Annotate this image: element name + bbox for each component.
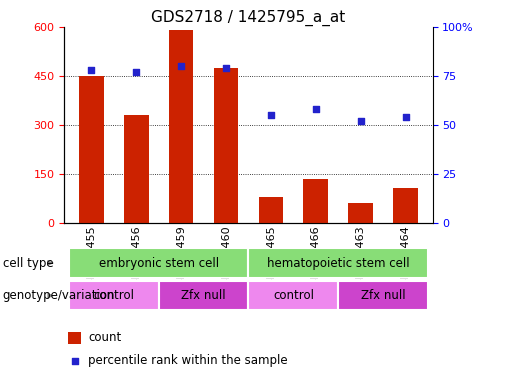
Bar (393, 189, 418, 223)
Polygon shape (47, 260, 54, 266)
Text: count: count (88, 331, 122, 344)
Point (356, 118, 365, 124)
Text: Zfx null: Zfx null (361, 289, 405, 302)
Text: genotype/variation: genotype/variation (3, 289, 115, 302)
Point (71, 358, 79, 364)
Text: hematopoietic stem cell: hematopoietic stem cell (267, 257, 409, 270)
Point (87, 67, 95, 73)
Bar (248, 248, 428, 278)
Bar (68, 332, 81, 344)
Text: control: control (273, 289, 314, 302)
Bar (338, 281, 428, 310)
Text: Zfx null: Zfx null (181, 289, 226, 302)
Point (312, 106, 320, 112)
Title: GDS2718 / 1425795_a_at: GDS2718 / 1425795_a_at (151, 9, 346, 25)
Bar (259, 197, 283, 223)
Point (222, 65, 230, 71)
Bar (124, 115, 148, 223)
Point (267, 112, 275, 118)
Point (402, 114, 410, 120)
Bar (69, 248, 248, 278)
Text: percentile rank within the sample: percentile rank within the sample (88, 354, 288, 367)
Bar (159, 281, 248, 310)
Bar (79, 76, 104, 223)
Point (132, 69, 141, 75)
Bar (214, 68, 238, 223)
Bar (169, 30, 194, 223)
Bar (69, 281, 159, 310)
Text: cell type: cell type (3, 257, 53, 270)
Point (177, 63, 185, 69)
Bar (248, 281, 338, 310)
Bar (349, 203, 373, 223)
Text: control: control (93, 289, 134, 302)
Bar (303, 179, 328, 223)
Polygon shape (47, 293, 54, 299)
Text: embryonic stem cell: embryonic stem cell (98, 257, 219, 270)
